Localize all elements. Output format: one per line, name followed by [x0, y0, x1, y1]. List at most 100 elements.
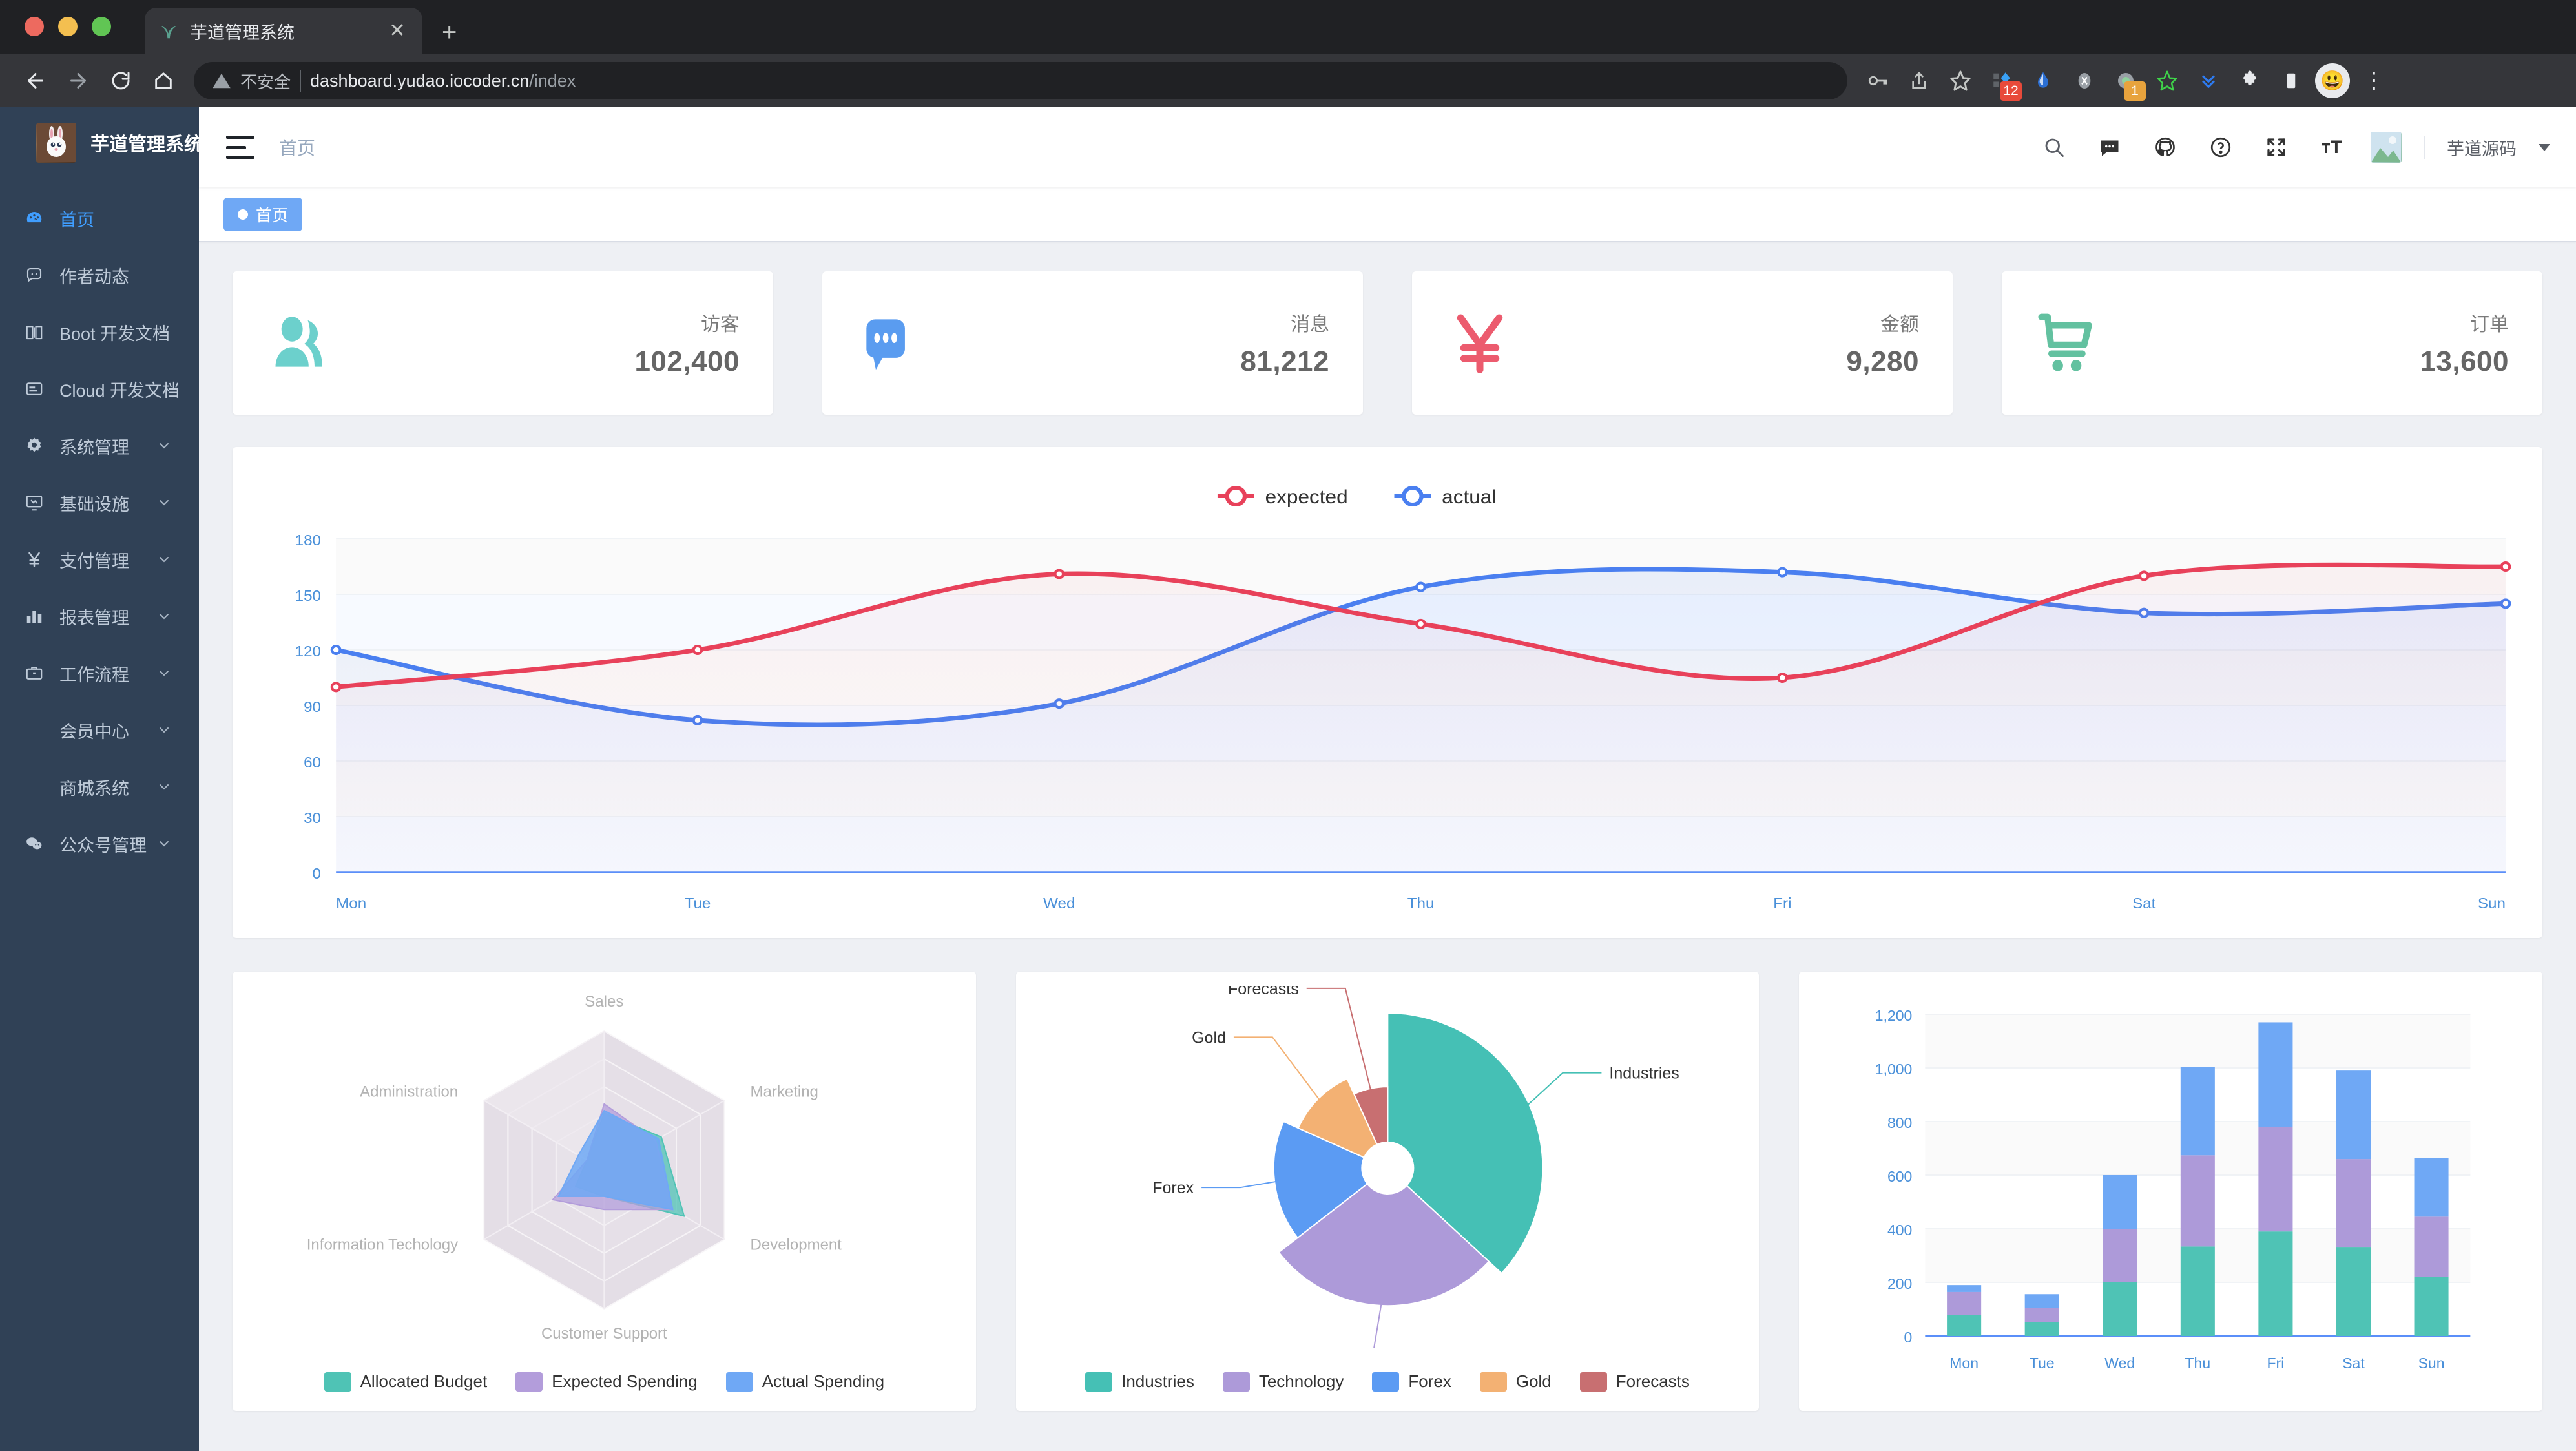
breadcrumb[interactable]: 首页 [279, 138, 316, 158]
data-point-expected [330, 682, 342, 693]
line-chart-panel[interactable]: 0 30 60 90 120 150 180 Mon Tue Wed Thu Fri Sat Sun exp… [233, 447, 2542, 938]
sidebar-item-report-management[interactable]: 报表管理 [0, 588, 199, 645]
y-axis-tick: 90 [304, 700, 321, 716]
legend-item[interactable]: Gold [1479, 1372, 1552, 1392]
y-axis-tick: 120 [295, 644, 321, 660]
sidebar-item-official-account[interactable]: 公众号管理 [0, 815, 199, 872]
user-name[interactable]: 芋道源码 [2447, 139, 2517, 159]
extension-droplet-icon[interactable] [2024, 62, 2062, 99]
rabbit-avatar [36, 123, 76, 163]
extension-badge: 12 [2000, 81, 2022, 101]
bar-segment-pageC [2336, 1070, 2371, 1160]
x-axis-tick: Wed [1043, 896, 1075, 912]
bar-chart[interactable]: 0 200 400 600 800 1,000 1,200 Mon Tue Wed Thu Fri Sa… [1814, 986, 2527, 1386]
radar-chart[interactable]: Sales Marketing Development Customer Suppor… [248, 986, 961, 1348]
github-icon[interactable] [2148, 130, 2182, 164]
line-chart[interactable]: 0 30 60 90 120 150 180 Mon Tue Wed Thu Fri Sat Sun exp… [256, 463, 2519, 928]
sidebar-item-system-management[interactable]: 系统管理 [0, 417, 199, 474]
tag-item-home[interactable]: 首页 [223, 197, 303, 231]
radar-chart-panel[interactable]: Sales Marketing Development Customer Suppor… [233, 972, 976, 1411]
stat-card-amount[interactable]: 金额 9,280 [1412, 271, 1953, 415]
stat-card-visitors[interactable]: 访客 102,400 [233, 271, 773, 415]
star-icon[interactable] [1942, 62, 1979, 99]
sidebar-item-label: 商城系统 [59, 778, 129, 799]
legend-label: Expected Spending [552, 1372, 698, 1391]
extension-reader-icon[interactable] [2272, 62, 2310, 99]
extension-green-star-icon[interactable] [2148, 62, 2186, 99]
omnibox-divider [300, 70, 302, 92]
minimize-window-button[interactable] [58, 17, 78, 36]
share-icon[interactable] [1900, 62, 1938, 99]
forward-button[interactable] [57, 59, 99, 102]
stat-card-title: 金额 [1880, 314, 1919, 335]
legend-item[interactable]: Technology [1222, 1372, 1344, 1392]
close-window-button[interactable] [25, 17, 44, 36]
browser-menu-button[interactable]: ⋮ [2363, 68, 2385, 93]
y-axis-tick: 1,000 [1875, 1061, 1913, 1078]
legend-item[interactable]: Allocated Budget [324, 1372, 487, 1392]
legend-item[interactable]: Forecasts [1579, 1372, 1690, 1392]
radar-axis-label: Marketing [751, 1083, 818, 1101]
new-tab-button[interactable]: + [442, 18, 457, 47]
sidebar-item-cloud-docs[interactable]: Cloud 开发文档 [0, 360, 199, 417]
font-size-icon[interactable] [2315, 130, 2349, 164]
profile-avatar[interactable]: 😃 [2314, 62, 2351, 99]
browser-tab[interactable]: 芋道管理系统 ✕ [145, 8, 422, 54]
bar-chart-panel[interactable]: 0 200 400 600 800 1,000 1,200 Mon Tue Wed Thu Fri Sa… [1799, 972, 2543, 1411]
extension-blue-diamond-icon[interactable]: 12 [1983, 62, 2022, 101]
sidebar-item-infrastructure[interactable]: 基础设施 [0, 474, 199, 531]
chevron-down-icon [156, 665, 172, 681]
stat-card-meta: 订单 13,600 [2420, 308, 2509, 378]
chevron-down-icon[interactable] [2539, 143, 2550, 151]
url-path: /index [529, 70, 576, 90]
data-point-expected [1415, 618, 1426, 629]
reload-button[interactable] [99, 59, 142, 102]
bar-segment-pageA [2336, 1247, 2371, 1336]
pie-slice-Industries [1387, 1012, 1543, 1275]
search-icon[interactable] [2037, 130, 2071, 164]
extension-scissors-icon[interactable] [2066, 62, 2103, 99]
extension-puzzle-icon[interactable] [2231, 62, 2269, 99]
help-circle-icon[interactable] [2204, 130, 2238, 164]
hamburger-icon[interactable] [226, 136, 254, 159]
sidebar-item-member-center[interactable]: 会员中心 [0, 702, 199, 758]
sidebar-item-mall-system[interactable]: 商城系统 [0, 758, 199, 815]
legend-item[interactable]: Forex [1372, 1372, 1451, 1392]
address-bar[interactable]: 不安全 dashboard.yudao.iocoder.cn/index [194, 62, 1847, 99]
home-button[interactable] [142, 59, 185, 102]
chat-icon [25, 266, 59, 285]
sidebar-item-payment-management[interactable]: 支付管理 [0, 531, 199, 588]
sidebar-item-author-news[interactable]: 作者动态 [0, 247, 199, 304]
legend-swatch [1222, 1372, 1250, 1392]
stat-card-value: 102,400 [634, 346, 740, 377]
chat-bubble-icon[interactable] [2093, 130, 2126, 164]
stat-card-messages[interactable]: 消息 81,212 [822, 271, 1363, 415]
extension-circle-icon[interactable]: 1 [2107, 62, 2146, 101]
close-tab-button[interactable]: ✕ [389, 20, 406, 41]
extension-chevrons-down-icon[interactable] [2190, 62, 2227, 99]
back-button[interactable] [14, 59, 57, 102]
fullscreen-icon[interactable] [2259, 130, 2293, 164]
maximize-window-button[interactable] [92, 17, 111, 36]
chevron-down-icon [156, 438, 172, 454]
sidebar-item-label: 基础设施 [59, 494, 129, 514]
legend-item[interactable]: Actual Spending [725, 1372, 885, 1392]
stat-card-orders[interactable]: 订单 13,600 [2002, 271, 2542, 415]
legend-item[interactable]: Industries [1085, 1372, 1194, 1392]
pie-chart-panel[interactable]: Industries Technology Forex Gold Forecasts I… [1015, 972, 1760, 1411]
bar-segment-pageA [2181, 1246, 2216, 1336]
legend-label: Actual Spending [762, 1372, 885, 1391]
sidebar-item-workflow[interactable]: 工作流程 [0, 645, 199, 702]
legend-item[interactable]: Expected Spending [515, 1372, 698, 1392]
smiley-avatar: 😃 [2315, 63, 2350, 98]
navbar-actions: 芋道源码 [2037, 130, 2550, 164]
key-icon[interactable] [1859, 62, 1896, 99]
sidebar-item-home[interactable]: 首页 [0, 190, 199, 247]
window-controls[interactable] [25, 17, 111, 36]
legend-label: Gold [1515, 1372, 1552, 1391]
brand[interactable]: 芋道管理系统 [0, 107, 199, 178]
sidebar-item-boot-docs[interactable]: Boot 开发文档 [0, 304, 199, 360]
radar-axis-label: Customer Support [541, 1325, 667, 1342]
user-avatar[interactable] [2371, 132, 2402, 163]
